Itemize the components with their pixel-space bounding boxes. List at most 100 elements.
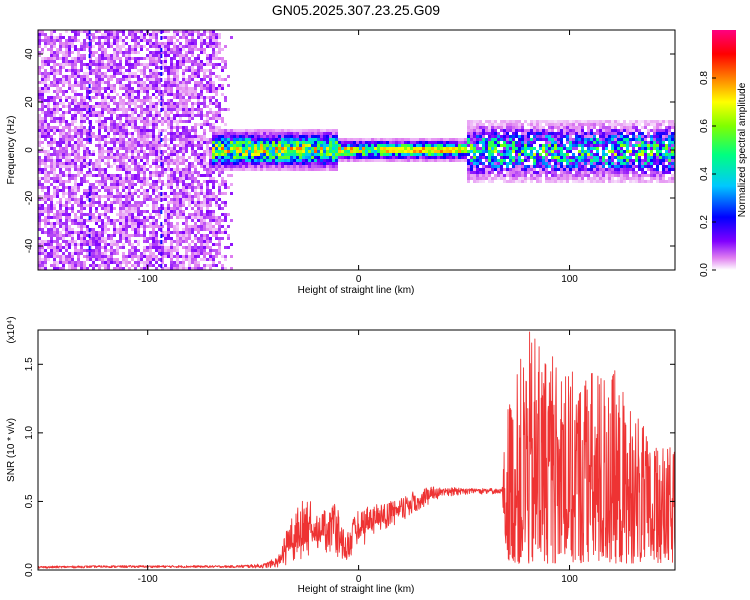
heatmap-cell (401, 150, 404, 153)
heatmap-cell (143, 249, 146, 252)
heatmap-cell (113, 96, 116, 99)
heatmap-cell (476, 120, 479, 123)
heatmap-cell (197, 48, 200, 51)
heatmap-cell (53, 114, 56, 117)
heatmap-cell (179, 204, 182, 207)
heatmap-cell (92, 258, 95, 261)
heatmap-cell (143, 117, 146, 120)
heatmap-cell (170, 57, 173, 60)
heatmap-cell (467, 138, 470, 141)
heatmap-cell (164, 114, 167, 117)
heatmap-cell (167, 90, 170, 93)
heatmap-cell (152, 201, 155, 204)
heatmap-cell (158, 111, 161, 114)
heatmap-cell (227, 141, 230, 144)
heatmap-cell (68, 198, 71, 201)
heatmap-cell (98, 195, 101, 198)
heatmap-cell (119, 60, 122, 63)
heatmap-cell (182, 93, 185, 96)
heatmap-cell (185, 249, 188, 252)
heatmap-cell (170, 39, 173, 42)
heatmap-cell (56, 102, 59, 105)
heatmap-cell (215, 33, 218, 36)
heatmap-cell (257, 168, 260, 171)
heatmap-cell (503, 147, 506, 150)
heatmap-cell (242, 165, 245, 168)
heatmap-cell (119, 234, 122, 237)
heatmap-cell (140, 120, 143, 123)
heatmap-cell (41, 33, 44, 36)
heatmap-cell (47, 165, 50, 168)
heatmap-cell (296, 156, 299, 159)
heatmap-cell (140, 132, 143, 135)
heatmap-cell (113, 159, 116, 162)
heatmap-cell (167, 105, 170, 108)
heatmap-cell (212, 258, 215, 261)
heatmap-cell (104, 102, 107, 105)
heatmap-cell (107, 249, 110, 252)
heatmap-cell (206, 174, 209, 177)
heatmap-cell (350, 159, 353, 162)
heatmap-cell (266, 168, 269, 171)
heatmap-cell (56, 165, 59, 168)
heatmap-cell (167, 42, 170, 45)
heatmap-cell (77, 129, 80, 132)
heatmap-cell (53, 252, 56, 255)
heatmap-cell (176, 90, 179, 93)
heatmap-cell (98, 75, 101, 78)
heatmap-cell (503, 159, 506, 162)
heatmap-cell (167, 222, 170, 225)
heatmap-cell (38, 36, 41, 39)
heatmap-cell (197, 249, 200, 252)
heatmap-cell (158, 138, 161, 141)
heatmap-cell (206, 87, 209, 90)
heatmap-cell (65, 156, 68, 159)
heatmap-cell (203, 69, 206, 72)
heatmap-cell (476, 129, 479, 132)
heatmap-cell (182, 99, 185, 102)
heatmap-cell (149, 258, 152, 261)
heatmap-cell (86, 33, 89, 36)
heatmap-cell (77, 219, 80, 222)
heatmap-cell (221, 87, 224, 90)
heatmap-cell (152, 198, 155, 201)
heatmap-cell (137, 219, 140, 222)
heatmap-cell (44, 126, 47, 129)
heatmap-cell (128, 96, 131, 99)
heatmap-cell (155, 144, 158, 147)
heatmap-cell (44, 231, 47, 234)
heatmap-cell (146, 117, 149, 120)
heatmap-cell (38, 66, 41, 69)
heatmap-cell (65, 81, 68, 84)
heatmap-cell (83, 54, 86, 57)
heatmap-cell (167, 207, 170, 210)
heatmap-cell (149, 141, 152, 144)
heatmap-cell (251, 153, 254, 156)
heatmap-cell (512, 126, 515, 129)
heatmap-cell (38, 54, 41, 57)
heatmap-cell (524, 129, 527, 132)
heatmap-cell (179, 81, 182, 84)
heatmap-cell (98, 63, 101, 66)
heatmap-cell (236, 156, 239, 159)
heatmap-cell (212, 33, 215, 36)
heatmap-cell (71, 165, 74, 168)
heatmap-cell (143, 144, 146, 147)
heatmap-cell (74, 189, 77, 192)
heatmap-cell (197, 99, 200, 102)
heatmap-cell (398, 138, 401, 141)
heatmap-cell (314, 147, 317, 150)
heatmap-cell (212, 135, 215, 138)
heatmap-cell (110, 234, 113, 237)
heatmap-cell (404, 138, 407, 141)
heatmap-cell (98, 240, 101, 243)
heatmap-cell (179, 51, 182, 54)
heatmap-cell (356, 156, 359, 159)
heatmap-cell (38, 162, 41, 165)
heatmap-cell (83, 30, 86, 33)
heatmap-cell (143, 126, 146, 129)
heatmap-cell (77, 57, 80, 60)
heatmap-cell (296, 150, 299, 153)
heatmap-cell (107, 81, 110, 84)
heatmap-cell (173, 30, 176, 33)
